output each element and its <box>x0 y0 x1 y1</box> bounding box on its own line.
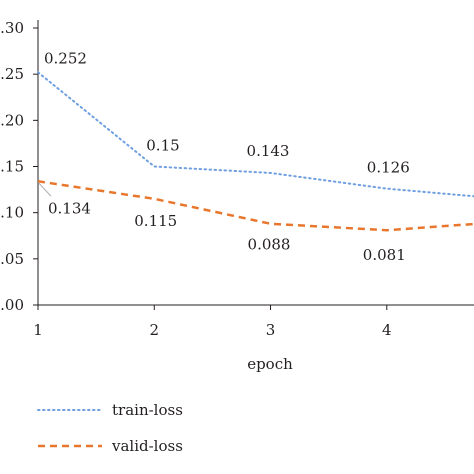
x-tick-label: 4 <box>382 321 392 339</box>
valid-loss-line <box>37 180 474 232</box>
train-loss-data-label: 0.126 <box>367 159 410 177</box>
y-tick-label: .05 <box>0 250 24 268</box>
x-tick-label: 1 <box>33 321 43 339</box>
valid-loss-data-label: 0.088 <box>248 236 291 254</box>
axes: .00 .05 .10 .15 .20 .25 .30 1 2 3 4 <box>0 19 474 339</box>
label-leader-line <box>38 182 52 197</box>
valid-loss-data-label: 0.134 <box>48 199 91 217</box>
train-loss-line <box>37 71 474 198</box>
y-tick-label: .30 <box>0 19 24 37</box>
x-tick-label: 3 <box>266 321 276 339</box>
legend: train-loss valid-loss <box>37 401 183 455</box>
valid-loss-data-label: 0.115 <box>134 212 177 230</box>
y-tick-label: .10 <box>0 204 24 222</box>
series-layer <box>37 71 474 232</box>
y-tick-label: .00 <box>0 296 24 314</box>
y-tick-label: .15 <box>0 158 24 176</box>
x-axis-label: epoch <box>247 355 293 373</box>
y-tick-label: .25 <box>0 65 24 83</box>
train-loss-data-label: 0.15 <box>146 137 179 155</box>
train-loss-data-label: 0.143 <box>247 142 290 160</box>
train-loss-legend-label: train-loss <box>112 401 183 419</box>
valid-loss-data-label: 0.081 <box>363 246 406 264</box>
train-loss-data-label: 0.252 <box>44 49 87 67</box>
data-labels: 0.252 0.15 0.143 0.126 0.134 0.115 0.088 0.081 <box>38 49 410 264</box>
y-tick-label: .20 <box>0 111 24 129</box>
x-tick-label: 2 <box>149 321 159 339</box>
valid-loss-legend-label: valid-loss <box>111 437 183 455</box>
